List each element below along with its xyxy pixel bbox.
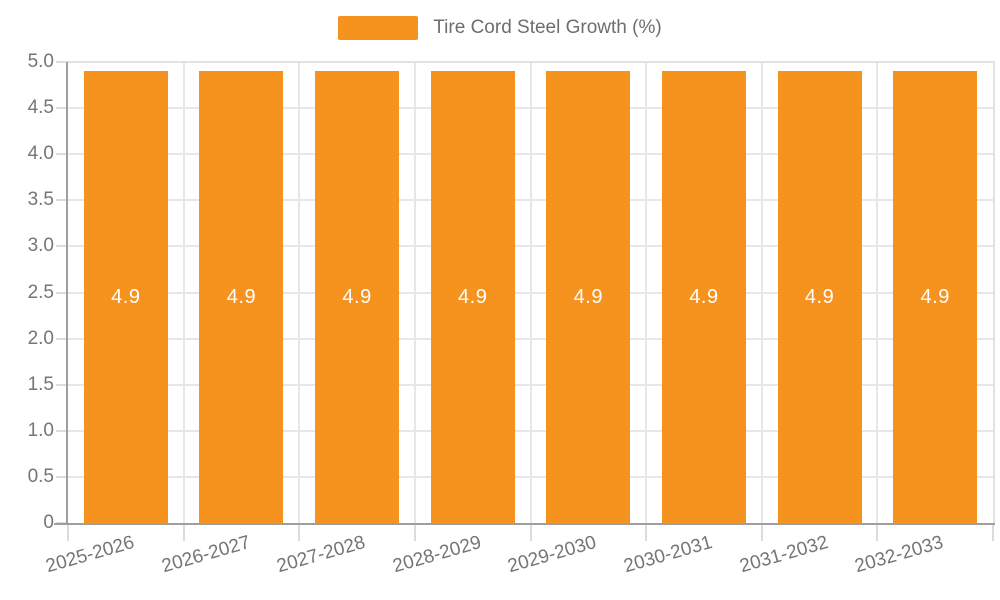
x-tick-label: 2030-2031 bbox=[621, 532, 715, 578]
bar[interactable]: 4.9 bbox=[199, 71, 284, 523]
grid-line-v bbox=[876, 62, 879, 523]
grid-line-v bbox=[645, 62, 648, 523]
y-tick bbox=[56, 153, 68, 156]
bar-value-label: 4.9 bbox=[458, 285, 488, 308]
x-tick-label: 2027-2028 bbox=[274, 532, 368, 578]
bar[interactable]: 4.9 bbox=[315, 71, 400, 523]
plot-right-border bbox=[993, 62, 995, 523]
y-tick bbox=[56, 291, 68, 294]
bar-value-label: 4.9 bbox=[573, 285, 603, 308]
bar-value-label: 4.9 bbox=[226, 285, 257, 308]
y-tick bbox=[56, 199, 68, 202]
bar-value-label: 4.9 bbox=[111, 285, 141, 308]
bar-value-label: 4.9 bbox=[342, 285, 372, 308]
y-tick bbox=[56, 429, 68, 432]
x-tick bbox=[67, 525, 69, 541]
y-tick bbox=[56, 245, 68, 248]
x-tick bbox=[182, 525, 185, 541]
grid-line-v bbox=[182, 62, 185, 523]
bar[interactable]: 4.9 bbox=[546, 71, 631, 523]
y-tick bbox=[56, 383, 68, 386]
x-tick-label: 2031-2032 bbox=[737, 532, 831, 578]
legend[interactable]: Tire Cord Steel Growth (%) bbox=[0, 16, 1000, 40]
y-tick-label: 1.5 bbox=[27, 373, 54, 395]
y-tick-label: 3.5 bbox=[27, 189, 54, 211]
x-tick bbox=[876, 525, 879, 541]
x-tick bbox=[413, 525, 416, 541]
y-tick bbox=[56, 337, 68, 340]
x-tick bbox=[529, 525, 532, 541]
bar[interactable]: 4.9 bbox=[661, 71, 746, 523]
y-tick-label: 4.0 bbox=[27, 143, 54, 165]
bar[interactable]: 4.9 bbox=[777, 71, 862, 523]
grid-line-v bbox=[298, 62, 301, 523]
y-tick-label: 4.5 bbox=[27, 97, 54, 119]
y-tick-label: 3.0 bbox=[27, 235, 54, 257]
plot-top-border bbox=[68, 61, 995, 63]
bar-value-label: 4.9 bbox=[920, 285, 950, 308]
grid-line-v bbox=[529, 62, 532, 523]
y-axis-line bbox=[66, 62, 68, 525]
x-tick-label: 2029-2030 bbox=[505, 532, 600, 578]
y-tick-label: 1.0 bbox=[27, 419, 54, 441]
y-tick-label: 5.0 bbox=[27, 51, 54, 72]
x-tick-label: 2026-2027 bbox=[159, 532, 253, 578]
x-tick bbox=[645, 525, 648, 541]
x-tick bbox=[992, 525, 994, 541]
legend-label: Tire Cord Steel Growth (%) bbox=[433, 17, 662, 38]
x-tick bbox=[298, 525, 301, 541]
x-axis-line bbox=[54, 523, 995, 525]
x-tick bbox=[760, 525, 763, 541]
y-tick bbox=[56, 475, 68, 478]
y-tick-label: 2.5 bbox=[27, 281, 54, 303]
y-tick bbox=[56, 107, 68, 110]
bar[interactable]: 4.9 bbox=[893, 71, 978, 523]
bar[interactable]: 4.9 bbox=[430, 71, 515, 523]
bar-value-label: 4.9 bbox=[804, 285, 835, 308]
bar[interactable]: 4.9 bbox=[83, 71, 168, 523]
legend-swatch bbox=[338, 16, 419, 40]
x-tick-label: 2025-2026 bbox=[43, 532, 137, 578]
y-tick bbox=[56, 61, 68, 63]
y-tick-label: 0 bbox=[43, 512, 54, 533]
x-tick-label: 2032-2033 bbox=[852, 532, 946, 578]
y-tick-label: 2.0 bbox=[27, 327, 54, 349]
y-tick-label: 0.5 bbox=[27, 465, 54, 487]
grid-line-v bbox=[413, 62, 416, 523]
x-tick-label: 2028-2029 bbox=[390, 532, 484, 578]
bar-value-label: 4.9 bbox=[689, 285, 719, 308]
grid-line-v bbox=[760, 62, 763, 523]
